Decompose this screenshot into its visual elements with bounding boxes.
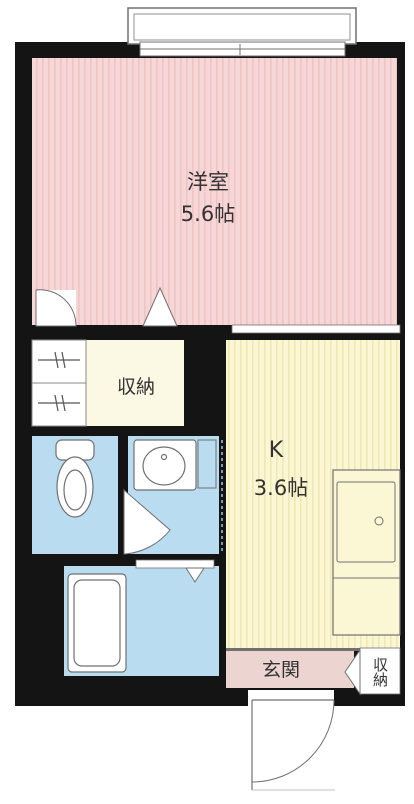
washing-machine-space	[197, 439, 217, 489]
bathroom-door-marker	[185, 567, 205, 583]
front-door	[251, 699, 335, 791]
entrance-storage-door	[344, 648, 361, 696]
closet-door-marks	[38, 351, 80, 412]
kitchen-name: K	[268, 438, 284, 463]
toilet-icon	[55, 439, 95, 518]
sink-drain-icon	[374, 516, 384, 526]
front-door-opening	[248, 690, 334, 708]
kitchen-size: 3.6帖	[253, 476, 309, 500]
entrance-step	[226, 648, 396, 651]
entrance-floor	[226, 650, 354, 688]
balcony-window	[139, 41, 346, 57]
western-room-floor	[32, 58, 397, 325]
western-room-size: 5.6帖	[180, 202, 236, 226]
western-room-door	[35, 289, 77, 327]
bathroom-door-track	[135, 559, 215, 569]
entrance-name: 玄関	[261, 659, 300, 681]
washbasin-icon	[133, 439, 197, 491]
bathtub-icon	[67, 573, 127, 673]
washroom-door	[123, 488, 171, 555]
closet-name: 収納	[116, 376, 155, 398]
entrance-storage-name: 収納	[371, 657, 389, 687]
kitchen-opening	[231, 324, 401, 334]
kitchen-counter	[332, 469, 401, 636]
western-room-name: 洋室	[187, 170, 229, 194]
entrance-storage-floor	[359, 647, 401, 695]
balcony	[127, 7, 357, 45]
closet-door-swing	[142, 286, 178, 327]
